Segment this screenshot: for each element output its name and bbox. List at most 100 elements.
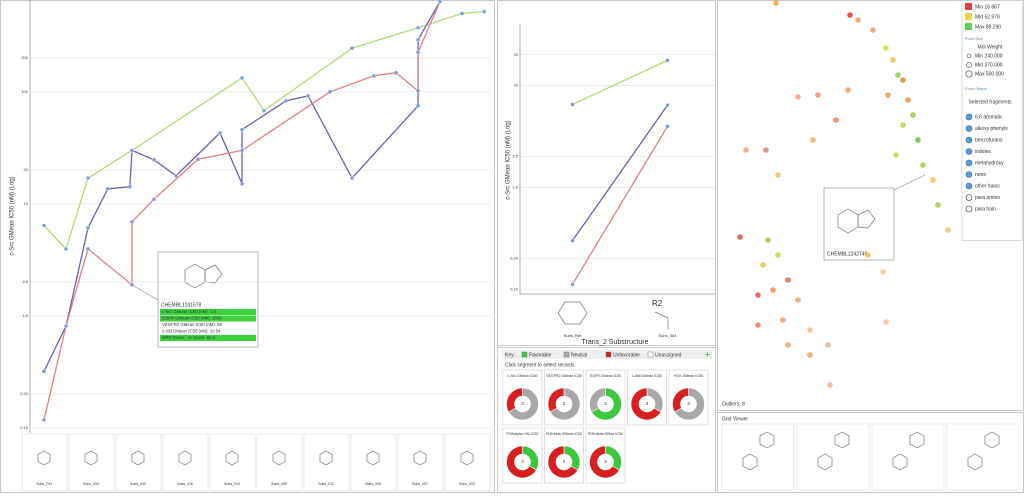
donut-segment[interactable] — [508, 387, 539, 421]
structure — [857, 209, 876, 229]
structure — [37, 450, 51, 466]
y-tick-label: 10 — [24, 201, 29, 206]
scatter-point — [865, 252, 871, 258]
data-point — [127, 184, 133, 189]
data-point — [63, 323, 69, 329]
scatter-point — [833, 117, 839, 123]
data-point — [41, 223, 47, 228]
legend-label: Mid 52.978 — [975, 14, 1000, 20]
legend-label: para halo — [975, 206, 996, 212]
y-axis-label: c-Src GMean IC50 (nM) (Log) — [506, 120, 512, 199]
structure — [131, 450, 145, 466]
structure — [178, 450, 192, 466]
tooltip-title: CHEMBL1241678 — [161, 302, 202, 308]
add-button[interactable]: + — [705, 349, 710, 359]
donut-center: 3 — [521, 459, 524, 464]
donut-hole — [597, 454, 614, 470]
data-point — [85, 175, 91, 181]
donut-segment[interactable] — [549, 387, 581, 421]
data-point — [415, 25, 421, 30]
legend-label: 6,6 aromatic — [975, 114, 1003, 120]
outliers-label: Outliers: 8 — [722, 401, 745, 407]
scatter-point — [780, 317, 786, 323]
legend-label: Min 240.000 — [975, 53, 1003, 59]
donut-hole — [556, 454, 572, 470]
substructure-label: Subs_016 — [177, 482, 193, 486]
legend-size — [966, 62, 972, 68]
data-point — [85, 246, 91, 252]
substructure-label: Subs_011 — [318, 482, 334, 486]
scatter-point — [945, 227, 951, 233]
legend-shape — [965, 148, 973, 155]
structure — [759, 431, 775, 449]
donut-center: 3 — [563, 459, 566, 464]
legend-shape — [965, 194, 973, 201]
donut-segment[interactable] — [506, 445, 537, 479]
key-title: Key: — [505, 352, 515, 358]
data-point — [415, 88, 421, 94]
series-line — [572, 59, 668, 106]
substructure-label: Subs_007 — [412, 482, 428, 486]
tooltip-row: c-Abl GMean IC50 (nM): 20.54 — [162, 329, 221, 334]
donut-segment[interactable] — [674, 387, 705, 421]
y-tick-label: 100 — [21, 89, 28, 94]
data-point — [129, 219, 135, 225]
donut-segment[interactable] — [591, 387, 622, 421]
structure — [204, 264, 223, 284]
substructure-cell — [444, 433, 491, 492]
scatter-point — [795, 94, 801, 100]
substructure-cell — [303, 433, 350, 492]
grid-cell — [871, 423, 945, 491]
donut-title: VEGFR2 GMean IC50 — [546, 374, 582, 378]
scatter-point — [880, 269, 886, 275]
tooltip-row: MPO Score - % Score: 84.2 — [162, 335, 216, 340]
legend-label: Max 89.290 — [975, 24, 1001, 30]
legend-field: Mol Weight — [978, 44, 1004, 50]
legend-swatch — [965, 3, 972, 10]
legend-shape — [965, 159, 973, 167]
data-point — [371, 73, 377, 78]
tooltip-row: VEGFR2 GMean IC50 (nM): 68 — [162, 322, 223, 327]
legend-shape — [965, 136, 973, 144]
legend-label: Min 16.667 — [975, 4, 1000, 10]
substructure-cell — [162, 433, 209, 492]
scatter-point — [893, 152, 899, 158]
data-point — [665, 124, 670, 129]
tooltip-row-bg — [160, 335, 256, 341]
tooltip-row-bg — [160, 315, 256, 322]
donut-segment[interactable] — [630, 387, 662, 421]
tooltip-title: CHEMBL1242749 — [827, 251, 868, 257]
data-point — [41, 417, 47, 423]
grid-cell — [946, 423, 1020, 491]
scatter-point — [765, 237, 771, 243]
scatter-point — [810, 137, 816, 143]
scatter-point — [807, 352, 813, 358]
structure — [366, 450, 380, 466]
scatter-point — [755, 322, 761, 328]
donut-center: 3 — [604, 401, 607, 406]
legend-label: Mid 370.000 — [975, 62, 1003, 68]
data-point — [195, 157, 201, 162]
donut-title: EGFR GMean IC50 — [590, 374, 621, 378]
tooltip-row-bg — [160, 309, 256, 315]
substructure-cell — [209, 433, 256, 492]
grid-viewer-title: Grid Viewer — [722, 416, 748, 422]
scatter-point — [845, 87, 851, 93]
donut-center: 3 — [521, 401, 524, 406]
structure — [319, 450, 333, 466]
data-point — [437, 0, 443, 4]
substructure-label: Subs_009 — [365, 482, 381, 486]
x-tick-label: Subs_Ref — [564, 333, 582, 338]
data-point — [570, 102, 575, 107]
data-point — [327, 89, 333, 95]
scatter-point — [815, 92, 821, 98]
tooltip-pointer — [893, 174, 926, 191]
y-tick-label: 1.0 — [512, 184, 518, 189]
scatter-point — [825, 342, 831, 348]
instruction: Click segment to select records — [505, 362, 575, 368]
structure — [272, 450, 286, 466]
donut-segment[interactable] — [589, 445, 620, 479]
donut-segment[interactable] — [547, 445, 579, 479]
scatter-point — [775, 172, 781, 178]
